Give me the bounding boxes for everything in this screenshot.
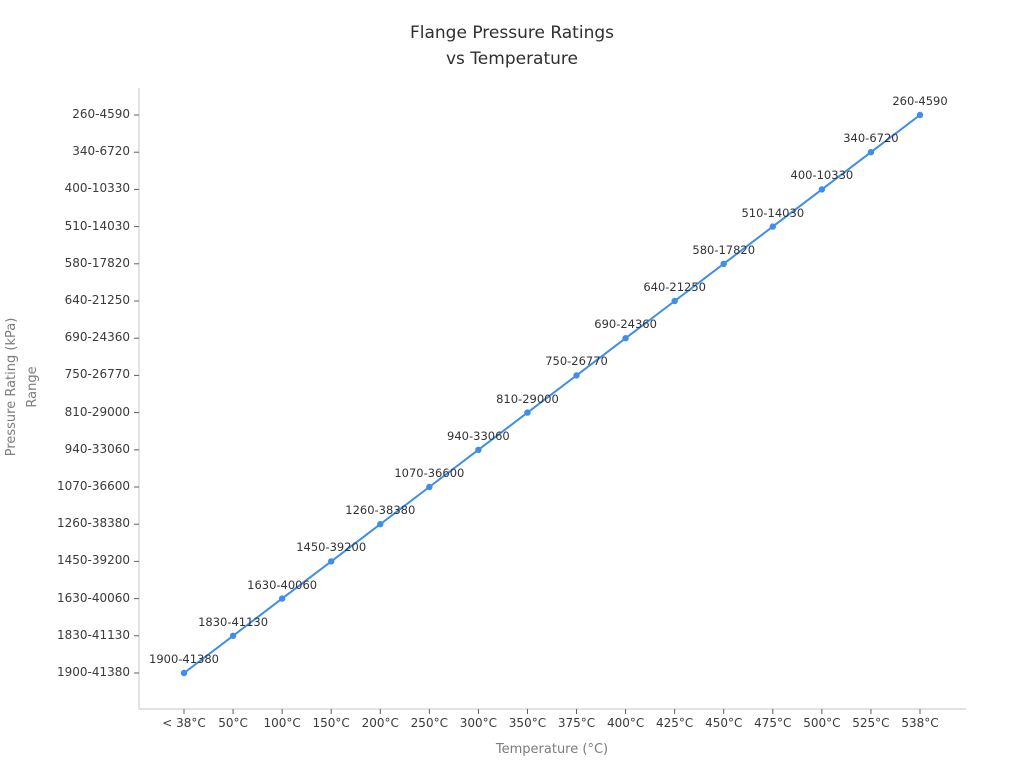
y-axis-title: Pressure Rating (kPa) Range	[1, 287, 43, 487]
data-point-label: 810-29000	[496, 391, 559, 406]
data-point-marker	[818, 186, 826, 193]
data-point-label: 640-21250	[643, 280, 706, 294]
data-point-marker	[377, 521, 384, 528]
x-tick-label: 50°C	[218, 716, 248, 730]
data-point-label: 580-17820	[692, 242, 756, 257]
y-tick-label: 1450-39200	[56, 553, 130, 568]
series-line	[183, 114, 921, 674]
x-tick-label: 200°C	[361, 716, 399, 730]
y-tick-label: 510-14030	[64, 218, 130, 233]
x-tick-label: 400°C	[606, 716, 645, 730]
y-tick-label: 940-33060	[64, 441, 130, 456]
y-tick-label: 690-24360	[64, 330, 130, 345]
data-point-label: 1830-41130	[198, 614, 269, 629]
x-tick-label: 500°C	[803, 716, 841, 730]
x-tick-label: 375°C	[557, 716, 596, 730]
data-point-label: 750-26770	[545, 354, 608, 369]
y-tick-label: 260-4590	[72, 107, 130, 121]
y-tick-label: 640-21250	[64, 293, 130, 307]
x-tick-label: 425°C	[656, 716, 694, 730]
data-point-marker	[426, 483, 433, 491]
y-axis-title-line-1: Pressure Rating (kPa)	[4, 317, 19, 457]
y-tick-label: 1260-38380	[56, 516, 130, 531]
x-tick-label: 150°C	[312, 716, 350, 730]
y-tick-label: 1070-36600	[56, 479, 130, 493]
data-point-label: 400-10330	[790, 168, 854, 183]
x-tick-label: 525°C	[852, 716, 890, 730]
x-tick-label: 100°C	[263, 716, 301, 730]
x-tick-label: 350°C	[508, 716, 547, 730]
data-point-marker	[328, 558, 335, 565]
y-axis-title-line-2: Range	[25, 366, 40, 408]
data-point-label: 940-33060	[447, 428, 510, 443]
data-point-label: 510-14030	[741, 205, 805, 220]
y-tick-label: 580-17820	[64, 255, 130, 270]
y-tick-label: 1630-40060	[56, 590, 130, 605]
data-point-marker	[278, 595, 286, 602]
x-tick-label: 450°C	[705, 716, 743, 730]
x-tick-label: 250°C	[410, 716, 448, 730]
data-point-label: 1070-36600	[394, 466, 465, 480]
data-point-marker	[180, 669, 188, 677]
y-tick-label: 810-29000	[64, 404, 130, 419]
chart-title-line-1: Flange Pressure Ratings	[409, 23, 614, 43]
y-tick-label: 1830-41130	[56, 627, 130, 642]
data-point-marker	[769, 223, 776, 230]
data-point-label: 340-6720	[843, 131, 899, 146]
data-point-label: 1450-39200	[296, 540, 367, 555]
data-point-label: 1260-38380	[345, 503, 416, 518]
data-point-marker	[916, 111, 924, 119]
x-tick-label: < 38°C	[162, 716, 206, 730]
y-tick-label: 1900-41380	[56, 665, 130, 679]
data-point-label: 1630-40060	[247, 577, 318, 592]
x-tick-label: 538°C	[901, 716, 939, 730]
data-point-marker	[573, 372, 580, 379]
y-tick-label: 750-26770	[64, 367, 130, 382]
chart-title-line-2: vs Temperature	[445, 49, 578, 69]
data-point-label: 690-24360	[594, 317, 657, 332]
data-point-label: 1900-41380	[149, 652, 219, 666]
y-tick-label: 340-6720	[72, 144, 130, 159]
data-point-marker	[720, 260, 727, 267]
data-point-marker	[671, 297, 678, 305]
y-tick-label: 400-10330	[64, 181, 130, 196]
x-axis-title: Temperature (°C)	[495, 742, 609, 757]
data-point-marker	[867, 149, 875, 156]
data-point-marker	[475, 446, 482, 453]
data-point-marker	[524, 409, 531, 416]
chart-title: Flange Pressure Ratings vs Temperature	[0, 20, 1024, 72]
data-point-marker	[229, 632, 237, 639]
x-tick-label: 475°C	[754, 716, 792, 730]
x-tick-label: 300°C	[459, 716, 498, 730]
data-point-marker	[622, 335, 629, 342]
data-point-label: 260-4590	[892, 94, 948, 108]
